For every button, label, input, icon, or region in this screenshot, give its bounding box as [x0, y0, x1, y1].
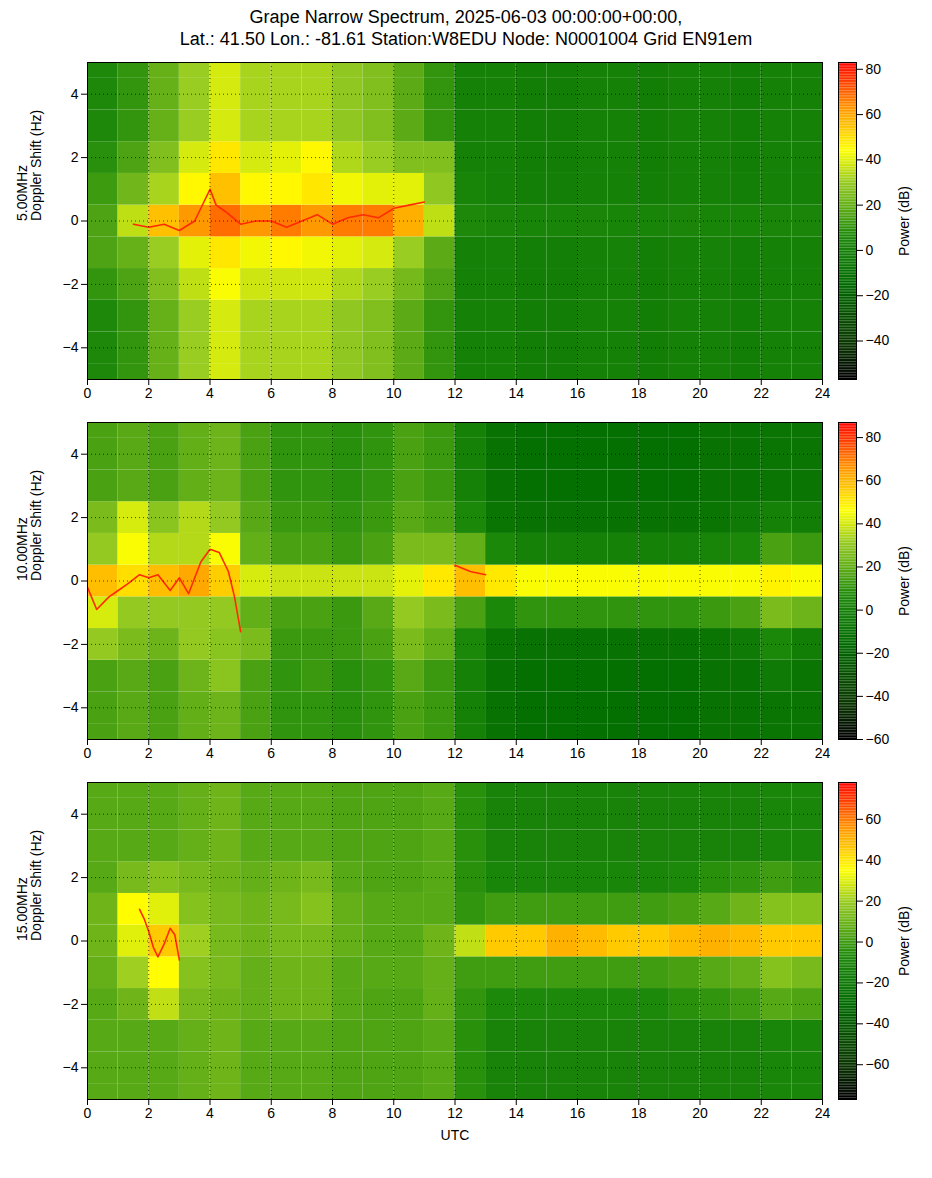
svg-text:5.00MHzDoppler Shift (Hz): 5.00MHzDoppler Shift (Hz): [14, 110, 44, 221]
svg-text:−4: −4: [63, 339, 79, 355]
svg-text:2: 2: [71, 149, 79, 165]
svg-text:14: 14: [508, 745, 524, 761]
svg-text:24: 24: [815, 385, 830, 401]
svg-text:4: 4: [206, 745, 214, 761]
svg-text:40: 40: [866, 852, 882, 868]
svg-text:40: 40: [866, 151, 882, 167]
svg-text:24: 24: [815, 745, 830, 761]
svg-text:−60: −60: [866, 1056, 890, 1072]
svg-text:−20: −20: [866, 645, 890, 661]
svg-text:−2: −2: [63, 276, 79, 292]
svg-text:4: 4: [71, 806, 79, 822]
svg-text:20: 20: [692, 745, 708, 761]
svg-text:60: 60: [866, 811, 882, 827]
svg-text:20: 20: [866, 558, 882, 574]
svg-text:80: 80: [866, 429, 882, 445]
svg-text:−4: −4: [63, 1059, 79, 1075]
svg-text:−40: −40: [866, 332, 890, 348]
svg-text:60: 60: [866, 106, 882, 122]
svg-text:0: 0: [866, 602, 874, 618]
svg-text:−20: −20: [866, 974, 890, 990]
svg-text:18: 18: [631, 385, 647, 401]
svg-text:15.00MHzDoppler Shift (Hz): 15.00MHzDoppler Shift (Hz): [14, 830, 44, 941]
svg-text:2: 2: [71, 869, 79, 885]
svg-text:−60: −60: [866, 731, 890, 747]
svg-text:10.00MHzDoppler Shift (Hz): 10.00MHzDoppler Shift (Hz): [14, 470, 44, 581]
svg-text:0: 0: [866, 934, 874, 950]
svg-text:16: 16: [570, 1105, 586, 1121]
svg-text:16: 16: [570, 385, 586, 401]
svg-text:Power (dB): Power (dB): [896, 906, 912, 976]
svg-text:10: 10: [386, 745, 402, 761]
svg-text:−2: −2: [63, 996, 79, 1012]
html-text:Grape Narrow Spectrum, 2025-06: Grape Narrow Spectrum, 2025-06-03 00:00:…: [179, 7, 753, 49]
svg-text:12: 12: [447, 1105, 463, 1121]
svg-text:−4: −4: [63, 699, 79, 715]
svg-text:4: 4: [206, 385, 214, 401]
svg-text:20: 20: [866, 893, 882, 909]
svg-text:8: 8: [329, 1105, 337, 1121]
svg-text:−40: −40: [866, 688, 890, 704]
svg-text:6: 6: [267, 1105, 275, 1121]
svg-text:20: 20: [692, 385, 708, 401]
svg-text:2: 2: [145, 385, 153, 401]
svg-text:2: 2: [145, 1105, 153, 1121]
svg-text:6: 6: [267, 745, 275, 761]
svg-text:24: 24: [815, 1105, 830, 1121]
svg-text:22: 22: [753, 1105, 769, 1121]
svg-text:0: 0: [84, 385, 92, 401]
svg-text:14: 14: [508, 1105, 524, 1121]
svg-text:22: 22: [753, 385, 769, 401]
svg-text:20: 20: [692, 1105, 708, 1121]
svg-text:22: 22: [753, 745, 769, 761]
svg-text:2: 2: [145, 745, 153, 761]
svg-text:0: 0: [71, 572, 79, 588]
svg-text:0: 0: [71, 932, 79, 948]
svg-text:10: 10: [386, 385, 402, 401]
svg-text:−40: −40: [866, 1015, 890, 1031]
svg-text:4: 4: [71, 86, 79, 102]
svg-text:−2: −2: [63, 636, 79, 652]
svg-text:18: 18: [631, 745, 647, 761]
svg-text:18: 18: [631, 1105, 647, 1121]
svg-text:12: 12: [447, 385, 463, 401]
svg-text:4: 4: [71, 446, 79, 462]
svg-text:−20: −20: [866, 287, 890, 303]
svg-text:8: 8: [329, 385, 337, 401]
svg-text:16: 16: [570, 745, 586, 761]
svg-text:10: 10: [386, 1105, 402, 1121]
svg-text:14: 14: [508, 385, 524, 401]
svg-text:0: 0: [71, 212, 79, 228]
svg-text:6: 6: [267, 385, 275, 401]
svg-text:60: 60: [866, 472, 882, 488]
svg-text:0: 0: [866, 242, 874, 258]
svg-text:0: 0: [84, 745, 92, 761]
svg-text:0: 0: [84, 1105, 92, 1121]
svg-text:UTC: UTC: [441, 1127, 470, 1143]
svg-text:2: 2: [71, 509, 79, 525]
svg-text:20: 20: [866, 197, 882, 213]
svg-text:Power (dB): Power (dB): [896, 546, 912, 616]
svg-text:80: 80: [866, 61, 882, 77]
svg-text:4: 4: [206, 1105, 214, 1121]
svg-text:8: 8: [329, 745, 337, 761]
svg-text:12: 12: [447, 745, 463, 761]
svg-text:Power (dB): Power (dB): [896, 186, 912, 256]
svg-text:40: 40: [866, 515, 882, 531]
